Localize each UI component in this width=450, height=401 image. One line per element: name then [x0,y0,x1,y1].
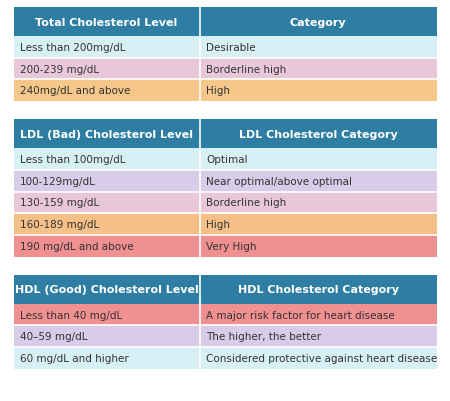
Bar [14,120,200,149]
Bar [200,275,436,304]
Text: Near optimal/above optimal: Near optimal/above optimal [207,176,352,186]
Text: 130-159 mg/dL: 130-159 mg/dL [20,198,99,208]
Bar [14,192,200,214]
Bar [200,192,436,214]
Text: 160-189 mg/dL: 160-189 mg/dL [20,220,99,229]
Text: LDL Cholesterol Category: LDL Cholesterol Category [238,130,397,139]
Bar [14,347,200,369]
Text: Less than 100mg/dL: Less than 100mg/dL [20,155,126,164]
Bar [14,170,200,192]
Text: 60 mg/dL and higher: 60 mg/dL and higher [20,353,129,363]
Text: 240mg/dL and above: 240mg/dL and above [20,86,130,96]
Bar [200,304,436,326]
Bar [14,149,200,170]
Bar [200,214,436,235]
Bar [200,170,436,192]
Text: The higher, the better: The higher, the better [207,332,321,341]
Bar [200,8,436,37]
Text: LDL (Bad) Cholesterol Level: LDL (Bad) Cholesterol Level [20,130,193,139]
Text: 190 mg/dL and above: 190 mg/dL and above [20,241,134,251]
Bar [14,59,200,80]
Text: Optimal: Optimal [207,155,248,164]
Text: Total Cholesterol Level: Total Cholesterol Level [36,18,178,27]
Text: Considered protective against heart disease: Considered protective against heart dise… [207,353,437,363]
Bar [14,80,200,102]
Text: 40–59 mg/dL: 40–59 mg/dL [20,332,88,341]
Text: HDL (Good) Cholesterol Level: HDL (Good) Cholesterol Level [15,285,198,294]
Bar [200,80,436,102]
Bar [14,214,200,235]
Bar [200,235,436,257]
Bar [200,120,436,149]
Text: A major risk factor for heart disease: A major risk factor for heart disease [207,310,395,320]
Text: Category: Category [290,18,346,27]
Bar [14,326,200,347]
Text: High: High [207,220,230,229]
Bar [200,347,436,369]
Text: 200-239 mg/dL: 200-239 mg/dL [20,65,99,74]
Text: Borderline high: Borderline high [207,65,287,74]
Bar [14,8,200,37]
Bar [14,37,200,59]
Bar [200,59,436,80]
Text: HDL Cholesterol Category: HDL Cholesterol Category [238,285,399,294]
Bar [200,37,436,59]
Bar [14,235,200,257]
Bar [200,149,436,170]
Text: Borderline high: Borderline high [207,198,287,208]
Bar [200,326,436,347]
Text: Less than 40 mg/dL: Less than 40 mg/dL [20,310,122,320]
Text: Less than 200mg/dL: Less than 200mg/dL [20,43,126,53]
Text: 100-129mg/dL: 100-129mg/dL [20,176,96,186]
Text: Very High: Very High [207,241,257,251]
Text: High: High [207,86,230,96]
Bar [14,304,200,326]
Text: Desirable: Desirable [207,43,256,53]
Bar [14,275,200,304]
